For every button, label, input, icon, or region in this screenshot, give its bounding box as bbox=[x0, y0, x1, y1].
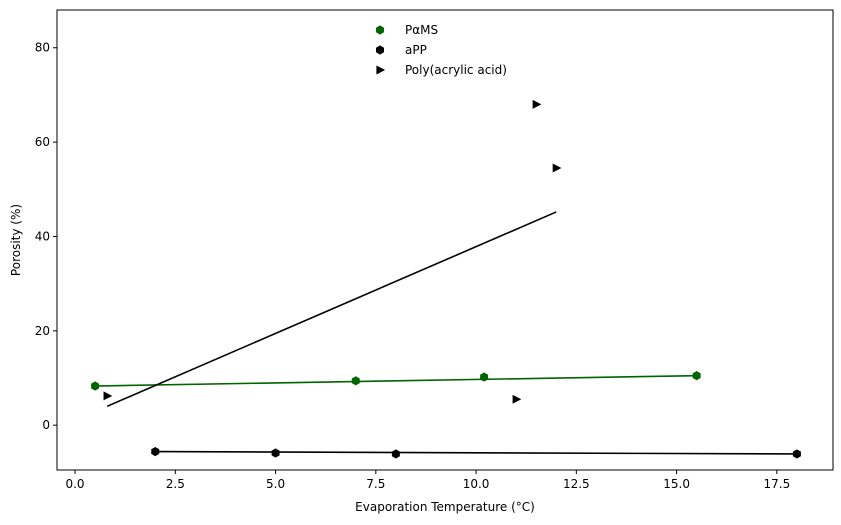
data-point bbox=[103, 391, 113, 401]
data-point bbox=[692, 371, 701, 381]
plot-frame bbox=[56, 9, 834, 471]
legend-marker bbox=[376, 25, 384, 35]
x-axis-label: Evaporation Temperature (°C) bbox=[355, 500, 535, 514]
fit-line bbox=[95, 374, 697, 387]
y-tick-label: 20 bbox=[35, 324, 50, 338]
data-point bbox=[512, 394, 522, 404]
data-point bbox=[391, 449, 400, 459]
data-point bbox=[480, 372, 489, 382]
y-tick-label: 80 bbox=[35, 41, 50, 55]
legend-label: aPP bbox=[405, 43, 427, 57]
legend-label: Poly(acrylic acid) bbox=[405, 63, 507, 77]
x-tick-label: 17.5 bbox=[763, 477, 790, 491]
fit-line bbox=[106, 211, 557, 408]
data-point bbox=[91, 381, 100, 391]
x-axis-ticks: 0.0 2.5 5.0 7.5 10.0 12.5 15.0 17.5 bbox=[65, 470, 790, 491]
data-point bbox=[532, 99, 542, 109]
y-axis-label: Porosity (%) bbox=[9, 204, 23, 276]
data-point bbox=[552, 163, 562, 173]
legend-label: PαMS bbox=[405, 23, 438, 37]
y-tick-label: 60 bbox=[35, 135, 50, 149]
data-point bbox=[151, 447, 160, 457]
data-point bbox=[351, 376, 360, 386]
fit-lines bbox=[95, 211, 797, 455]
legend-marker bbox=[376, 65, 386, 75]
legend: PαMS aPP Poly(acrylic acid) bbox=[376, 23, 507, 77]
data-point bbox=[792, 449, 801, 459]
y-tick-label: 40 bbox=[35, 229, 50, 243]
x-tick-label: 5.0 bbox=[266, 477, 285, 491]
data-point bbox=[271, 448, 280, 458]
y-tick-label: 0 bbox=[42, 418, 50, 432]
x-tick-label: 7.5 bbox=[366, 477, 385, 491]
x-tick-label: 0.0 bbox=[65, 477, 84, 491]
fit-line bbox=[155, 450, 797, 455]
x-tick-label: 15.0 bbox=[663, 477, 690, 491]
legend-marker bbox=[376, 45, 384, 55]
x-tick-label: 12.5 bbox=[563, 477, 590, 491]
x-tick-label: 2.5 bbox=[166, 477, 185, 491]
x-tick-label: 10.0 bbox=[463, 477, 490, 491]
y-axis-ticks: 0 20 40 60 80 bbox=[35, 41, 57, 432]
data-points bbox=[91, 99, 801, 459]
